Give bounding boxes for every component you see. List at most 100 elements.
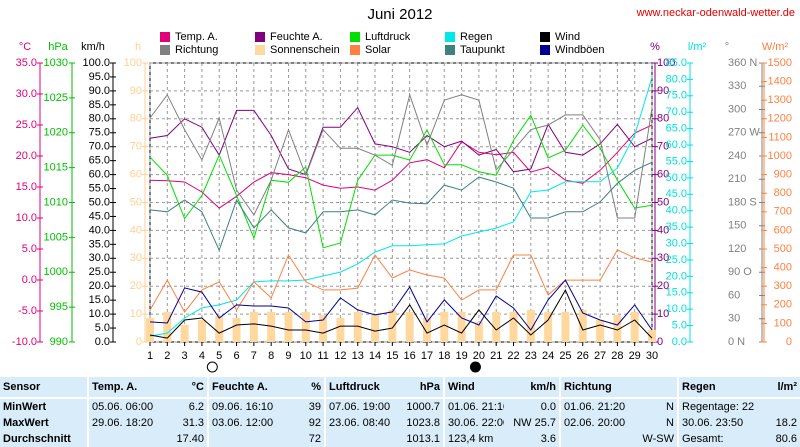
- y-tick-label: 100: [124, 57, 142, 69]
- y-tick-label: 900: [774, 169, 792, 181]
- x-tick-label: 2: [164, 350, 170, 362]
- legend-swatch: [255, 45, 265, 55]
- y-tick-label: 330: [728, 80, 746, 92]
- y-tick-label: 20.0: [16, 150, 37, 162]
- y-tick-label: 360 N: [728, 57, 757, 69]
- y-tick-label: 40.0: [89, 224, 110, 236]
- line: [149, 124, 653, 209]
- axis-title: W/m²: [762, 41, 789, 53]
- y-tick-label: 500: [774, 243, 792, 255]
- y-tick-label: 80.0: [666, 73, 687, 85]
- y-tick-label: 45.0: [89, 210, 110, 222]
- cell: 01.06. 21:20: [559, 398, 630, 415]
- line: [149, 249, 653, 314]
- bar: [492, 311, 501, 342]
- y-tick-label: 50: [657, 196, 669, 208]
- y-tick-label: 700: [774, 206, 792, 218]
- x-tick-label: 21: [490, 350, 502, 362]
- y-tick-label: 200: [774, 299, 792, 311]
- x-tick-label: 13: [352, 350, 364, 362]
- cell: 07.06. 19:00: [324, 398, 403, 415]
- y-tick-label: 1010: [44, 196, 68, 208]
- cell: 1023.8: [406, 417, 440, 429]
- cell: MaxWert: [3, 417, 49, 429]
- bar: [388, 309, 397, 342]
- y-tick-label: 180 S: [728, 196, 757, 208]
- y-tick-label: 1025: [44, 92, 68, 104]
- cell: Richtung: [559, 377, 630, 399]
- y-tick-label: 35.0: [89, 238, 110, 250]
- axis-title: h: [135, 41, 141, 53]
- y-tick-label: 55.0: [89, 182, 110, 194]
- y-tick-label: 1000: [768, 150, 792, 162]
- x-tick-label: 23: [525, 350, 537, 362]
- axis-title: °: [725, 41, 729, 53]
- chart-title: Juni 2012: [367, 6, 432, 23]
- cell: [324, 431, 403, 447]
- y-tick-label: 30.0: [16, 88, 37, 100]
- line: [149, 106, 653, 176]
- cell: 1000.7: [406, 401, 440, 413]
- bar: [440, 311, 449, 342]
- y-tick-label: 50.0: [666, 172, 687, 184]
- y-tick-label: 10: [130, 308, 142, 320]
- line: [149, 77, 653, 337]
- y-tick-label: 25.0: [666, 254, 687, 266]
- cell: Temp. A.: [87, 377, 160, 399]
- cell: 30.06. 23:50: [677, 415, 748, 431]
- x-tick-label: 6: [233, 350, 239, 362]
- cell: MinWert: [3, 401, 47, 413]
- x-tick-label: 15: [386, 350, 398, 362]
- y-tick-label: 20: [130, 280, 142, 292]
- bar: [596, 319, 605, 342]
- cell: 72: [308, 433, 321, 445]
- plot-area: [149, 62, 653, 343]
- legend-label: Temp. A.: [175, 31, 218, 43]
- y-tick-label: 150: [728, 220, 746, 232]
- cell: Regentage: 22: [677, 398, 800, 415]
- y-tick-label: 25.0: [16, 119, 37, 131]
- axis-title: °C: [19, 41, 31, 53]
- x-tick-label: 18: [438, 350, 450, 362]
- x-tick-label: 19: [455, 350, 467, 362]
- stats-table: Sensor Temp. A. °C Feuchte A.% Luftdruck h…: [0, 377, 800, 447]
- cell: 23.06. 08:40: [324, 415, 403, 431]
- bar: [197, 319, 206, 342]
- cell: 31.3: [182, 417, 204, 429]
- y-tick-label: 1005: [44, 231, 68, 243]
- y-tick-label: 0: [136, 336, 142, 348]
- y-tick-label: 90 O: [728, 266, 752, 278]
- source: www.neckar-odenwald-wetter.de: [636, 7, 795, 19]
- bar: [319, 314, 328, 342]
- cell: 09.06. 16:10: [207, 398, 288, 415]
- cell: 03.06. 12:00: [207, 415, 288, 431]
- legend-label: Windböen: [555, 44, 605, 56]
- legend-swatch: [160, 32, 170, 42]
- moon-marker: [206, 361, 218, 373]
- x-tick-label: 4: [199, 350, 205, 362]
- y-tick-label: 15.0: [16, 181, 37, 193]
- cell: Regen: [677, 377, 748, 399]
- y-tick-label: 30: [657, 252, 669, 264]
- bar: [526, 309, 535, 342]
- y-tick-label: 15.0: [666, 287, 687, 299]
- y-tick-label: 100: [774, 317, 792, 329]
- y-tick-label: 65.0: [666, 123, 687, 135]
- cell: W-SW: [642, 433, 674, 445]
- y-tick-label: 80: [657, 113, 669, 125]
- x-tick-label: 27: [594, 350, 606, 362]
- y-tick-label: 40.0: [666, 205, 687, 217]
- legend-label: Sonnenschein: [270, 44, 340, 56]
- x-tick-label: 12: [334, 350, 346, 362]
- y-tick-label: 25.0: [89, 266, 110, 278]
- y-tick-label: 270 W: [728, 127, 760, 139]
- x-tick-label: 9: [285, 350, 291, 362]
- cell: [630, 377, 678, 399]
- bar: [457, 311, 466, 342]
- y-tick-label: 600: [774, 224, 792, 236]
- y-tick-label: 5.0: [672, 319, 687, 331]
- legend-swatch: [255, 32, 265, 42]
- cell: 29.06. 18:20: [87, 415, 160, 431]
- cell: 0.0: [540, 401, 556, 413]
- bar: [336, 318, 345, 342]
